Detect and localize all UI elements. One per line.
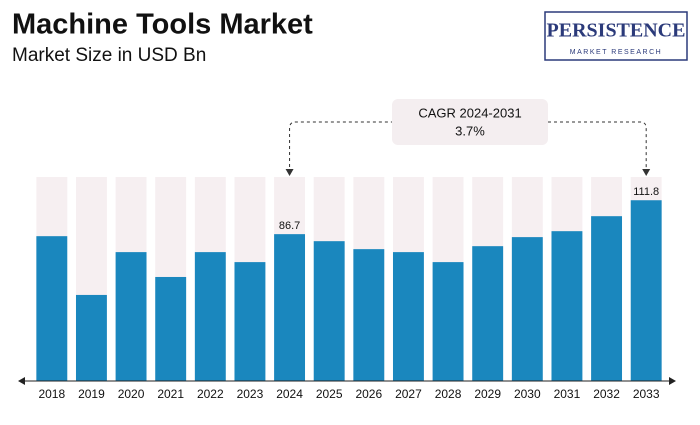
cagr-bracket <box>289 121 647 173</box>
x-tick-label: 2027 <box>395 387 422 401</box>
x-tick-label: 2019 <box>78 387 105 401</box>
bar <box>630 200 662 381</box>
logo: PERSISTENCE MARKET RESEARCH <box>544 11 688 61</box>
x-tick-label: 2018 <box>38 387 65 401</box>
x-tick-label: 2033 <box>633 387 660 401</box>
bar <box>511 237 543 381</box>
annotation-box <box>392 99 548 145</box>
logo-name: PERSISTENCE <box>547 20 686 42</box>
x-tick-label: 2024 <box>276 387 303 401</box>
x-tick-label: 2026 <box>355 387 382 401</box>
bar <box>36 236 68 381</box>
x-tick-label: 2028 <box>435 387 462 401</box>
bar <box>353 249 385 381</box>
bar <box>194 252 226 381</box>
x-tick-label: 2032 <box>593 387 620 401</box>
bar <box>392 252 424 381</box>
bar <box>75 294 107 381</box>
x-tick-label: 2021 <box>157 387 184 401</box>
bar <box>472 246 504 381</box>
bar <box>234 262 266 381</box>
x-tick-label: 2020 <box>118 387 145 401</box>
logo-tagline: MARKET RESEARCH <box>570 49 662 56</box>
cagr-arrowheads <box>285 169 651 176</box>
value-label: 86.7 <box>279 220 300 232</box>
x-tick-label: 2025 <box>316 387 343 401</box>
bar <box>115 252 147 381</box>
bar <box>432 262 464 381</box>
x-tick-label: 2023 <box>237 387 264 401</box>
logo-frame <box>544 11 688 61</box>
bar <box>313 241 345 381</box>
chart-subtitle: Market Size in USD Bn <box>12 45 206 66</box>
bar <box>155 276 187 381</box>
value-label: 111.8 <box>633 186 659 198</box>
chart-title: Machine Tools Market <box>12 9 313 41</box>
x-tick-label: 2030 <box>514 387 541 401</box>
bar <box>274 234 306 381</box>
annotation-value: 3.7% <box>455 123 485 138</box>
annotation-title: CAGR 2024-2031 <box>418 105 521 120</box>
bar <box>551 231 583 381</box>
bar <box>591 216 623 381</box>
x-tick-label: 2029 <box>474 387 501 401</box>
x-tick-label: 2031 <box>554 387 581 401</box>
x-tick-label: 2022 <box>197 387 224 401</box>
